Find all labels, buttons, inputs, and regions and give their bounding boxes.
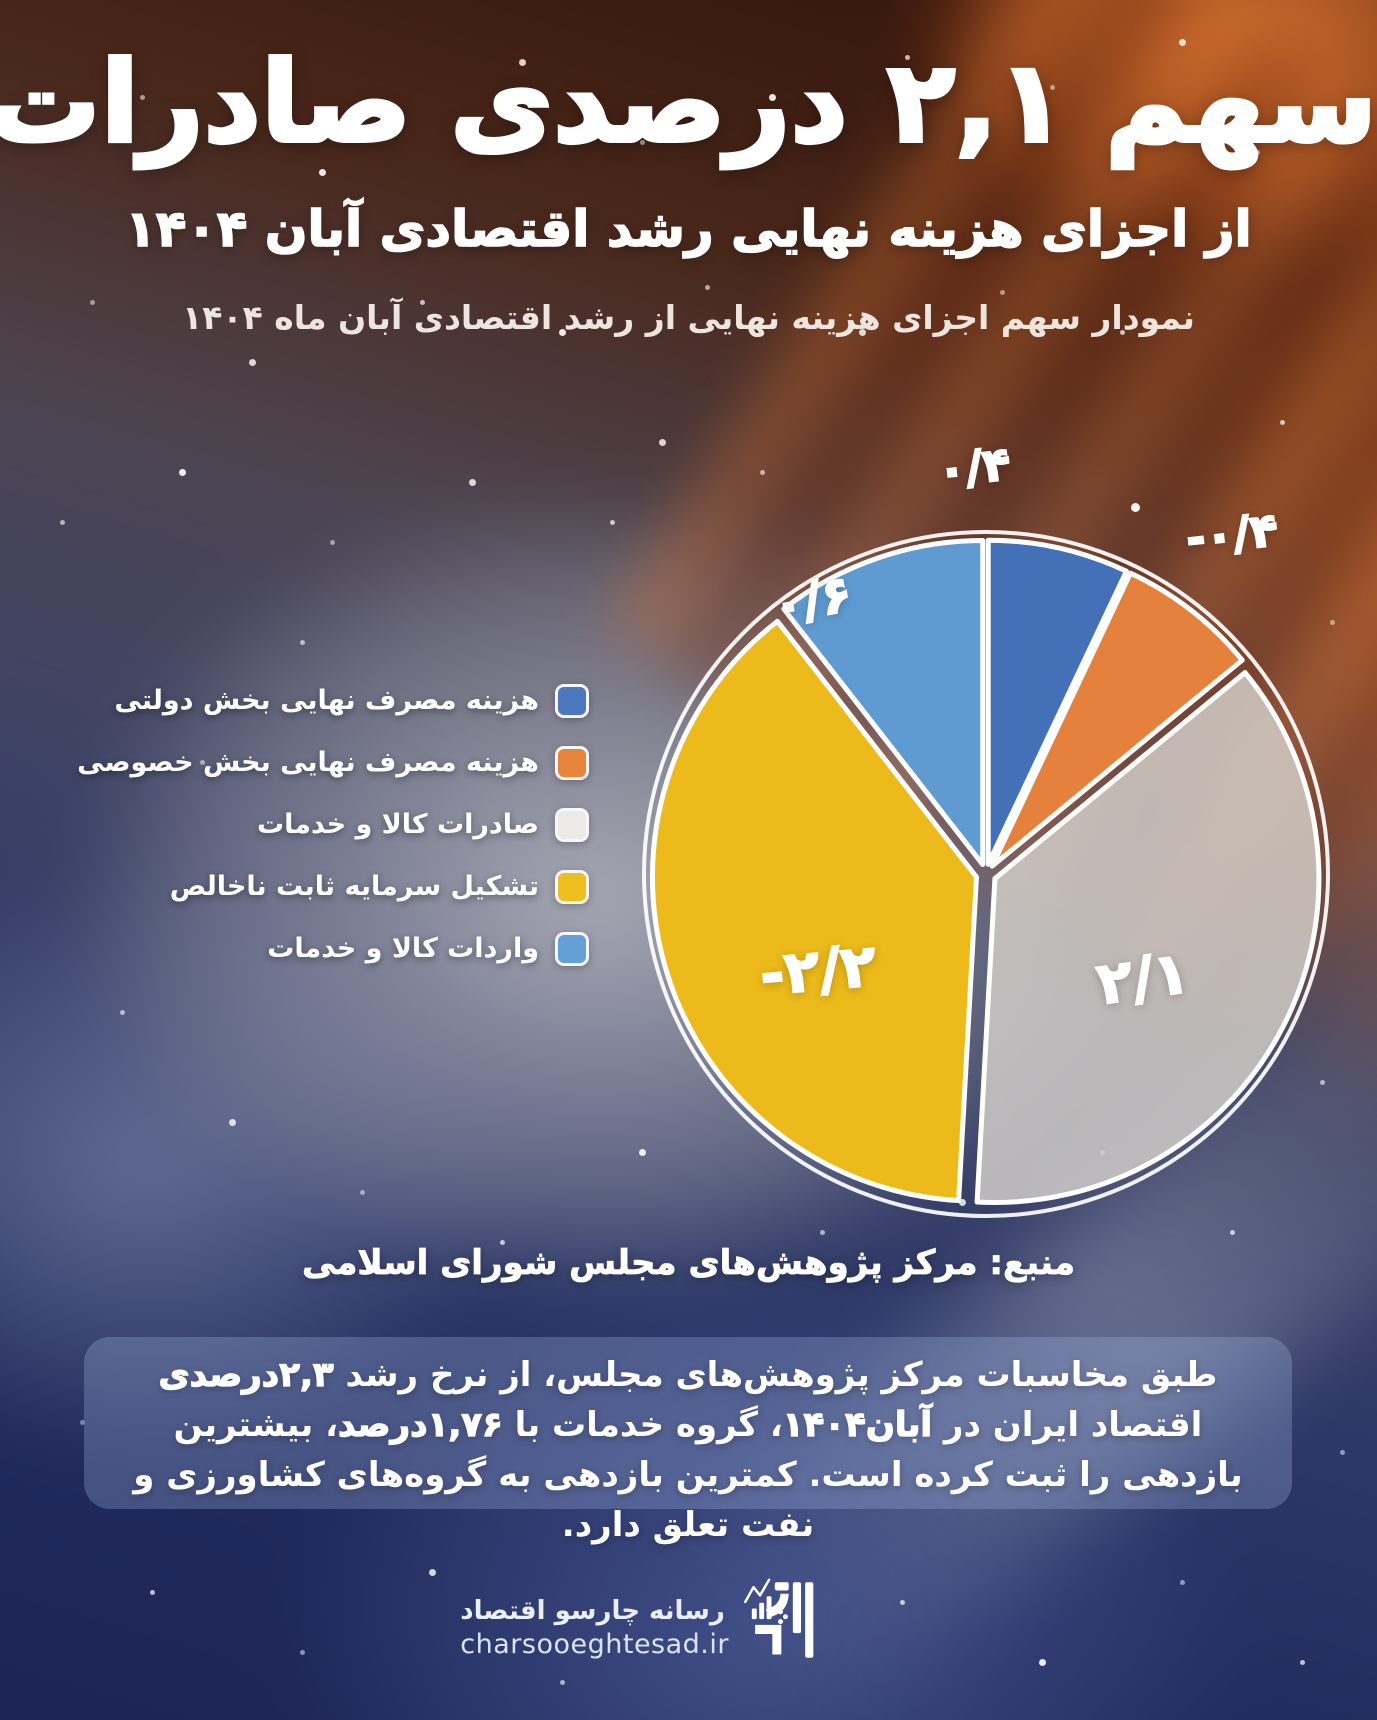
legend-swatch-exports [555,808,589,842]
source-line: منبع: مرکز پژوهش‌های مجلس شورای اسلامی [301,1243,1076,1284]
logo-chart-line-icon [744,1578,771,1604]
pie-chart [642,530,1330,1218]
brand-url: charsooeghtesad.ir [460,1629,729,1660]
note-services-rate: ۱,۷۶درصد [337,1404,503,1445]
chart-caption: نمودار سهم اجزای هزینه نهایی از رشد اقتص… [182,298,1195,337]
legend-label: واردات کالا و خدمات [267,933,539,964]
logo-glyph [755,1582,814,1658]
legend-label: هزینه مصرف نهایی بخش خصوصی [77,747,539,778]
legend-swatch-private [555,746,589,780]
charsoo-logo [744,1578,814,1658]
note-month: آبان۱۴۰۴ [782,1404,933,1445]
page-subtitle: از اجزای هزینه نهایی رشد اقتصادی آبان ۱۴… [125,199,1253,259]
note-seg: طبق مخاسبات مرکز پژوهش‌های مجلس، از نرخ … [333,1355,1218,1395]
note-seg: ، بیشترین بازدهی را ثبت کرده است. کمترین… [133,1405,1243,1545]
pie-label-exports: ۲/۱ [1092,937,1195,1019]
legend-label: تشکیل سرمایه ثابت ناخالص [169,871,539,902]
footer-brand: رسانه چارسو اقتصاد charsooeghtesad.ir [460,1594,729,1662]
pie-label-government: ۰/۴ [934,435,1014,498]
brand-name: رسانه چارسو اقتصاد [460,1596,725,1626]
legend-item-capital: تشکیل سرمایه ثابت ناخالص [77,870,589,904]
legend-item-private: هزینه مصرف نهایی بخش خصوصی [77,746,589,780]
pie-label-private: -۰/۴ [1182,501,1281,566]
note-seg: ، گروه خدمات با [502,1405,783,1445]
pie-slices [649,537,1322,1205]
legend-label: هزینه مصرف نهایی بخش دولتی [114,685,539,716]
summary-note-box: طبق مخاسبات مرکز پژوهش‌های مجلس، از نرخ … [84,1337,1292,1545]
legend-item-imports: واردات کالا و خدمات [77,932,589,966]
legend-swatch-government [555,684,589,718]
page-title: سهم ۲,۱ درصدی صادرات [0,36,1377,170]
legend-swatch-imports [555,932,589,966]
pie-label-capital: -۲/۲ [756,930,880,1010]
legend-swatch-capital [555,870,589,904]
pie-outer-ring [642,530,1330,1218]
snow-speckles [0,0,5,5]
legend-item-government: هزینه مصرف نهایی بخش دولتی [77,684,589,718]
note-growth-rate: ۲,۳درصدی [158,1354,334,1395]
legend-item-exports: صادرات کالا و خدمات [77,808,589,842]
summary-note-text: طبق مخاسبات مرکز پژوهش‌های مجلس، از نرخ … [120,1350,1256,1550]
note-seg: اقتصاد ایران در [932,1405,1203,1445]
chart-legend: هزینه مصرف نهایی بخش دولتی هزینه مصرف نه… [77,684,589,966]
legend-label: صادرات کالا و خدمات [257,809,539,840]
